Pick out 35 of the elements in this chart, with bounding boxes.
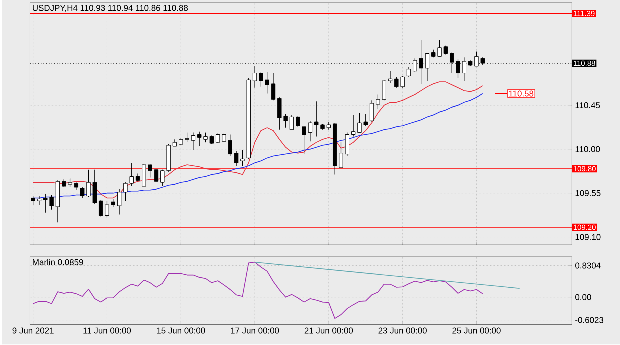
x-tick-label: 21 Jun 00:00 xyxy=(304,328,354,334)
candlestick xyxy=(117,189,122,216)
candlestick xyxy=(252,66,258,88)
y-tick-label: 0.8304 xyxy=(576,262,601,269)
x-tick-label: 11 Jun 00:00 xyxy=(84,328,132,334)
candlestick xyxy=(37,196,42,206)
candlestick xyxy=(370,100,374,123)
candlestick xyxy=(308,120,313,142)
y-tick-label: -0.6023 xyxy=(576,317,604,324)
candlestick xyxy=(296,116,300,128)
y-tick-label: 110.00 xyxy=(576,146,600,153)
y-tick-label: 109.10 xyxy=(576,234,601,240)
x-tick-label: 17 Jun 00:00 xyxy=(231,328,280,334)
candlestick xyxy=(406,67,412,78)
candlestick xyxy=(271,73,276,102)
candlestick xyxy=(234,151,239,166)
candlestick xyxy=(216,134,220,144)
candlestick xyxy=(98,200,104,218)
x-tick-label: 9 Jun 2021 xyxy=(12,328,54,334)
candlestick xyxy=(388,71,393,84)
annotation: 110.58 xyxy=(509,90,534,97)
x-tick-label: 23 Jun 00:00 xyxy=(378,328,427,334)
x-tick-label: 15 Jun 00:00 xyxy=(157,328,206,334)
candlestick xyxy=(240,150,245,166)
y-tick-label: 110.45 xyxy=(576,102,600,109)
candlestick xyxy=(351,115,356,138)
candlestick xyxy=(302,126,306,155)
y-tick-label: 109.55 xyxy=(576,190,601,196)
chart-title: USDJPY,H4 110.93 110.94 110.86 110.88 xyxy=(33,5,188,12)
candlestick xyxy=(290,115,294,130)
x-tick-label: 25 Jun 00:00 xyxy=(452,328,501,334)
candlestick xyxy=(191,132,196,151)
candlestick xyxy=(154,170,159,182)
chart-title: Marlin 0.0859 xyxy=(33,259,84,266)
y-tick-label: 0.00 xyxy=(576,294,592,301)
